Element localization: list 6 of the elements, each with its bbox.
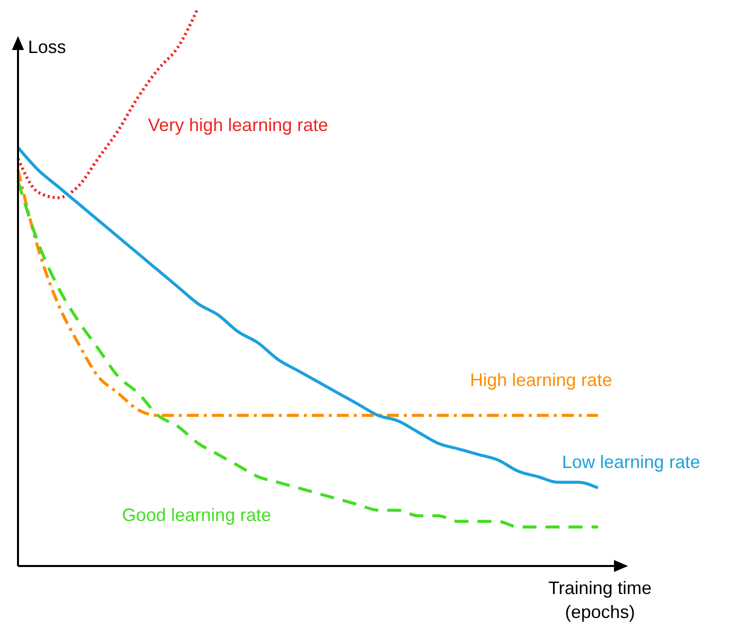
series-label: Good learning rate [122,505,272,525]
y-axis-title: Loss [28,37,66,57]
x-axis-title: Training time (epochs) [548,578,652,622]
series-label: Low learning rate [562,452,700,472]
series-label: Very high learning rate [148,115,328,135]
series-label: High learning rate [470,370,612,390]
